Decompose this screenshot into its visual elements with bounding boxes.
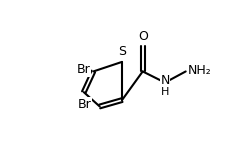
Text: S: S — [118, 45, 126, 58]
Text: Br: Br — [78, 98, 92, 111]
Text: N: N — [160, 75, 170, 87]
Text: NH₂: NH₂ — [187, 64, 211, 77]
Text: Br: Br — [76, 63, 90, 76]
Text: O: O — [138, 30, 148, 43]
Text: H: H — [161, 87, 169, 97]
